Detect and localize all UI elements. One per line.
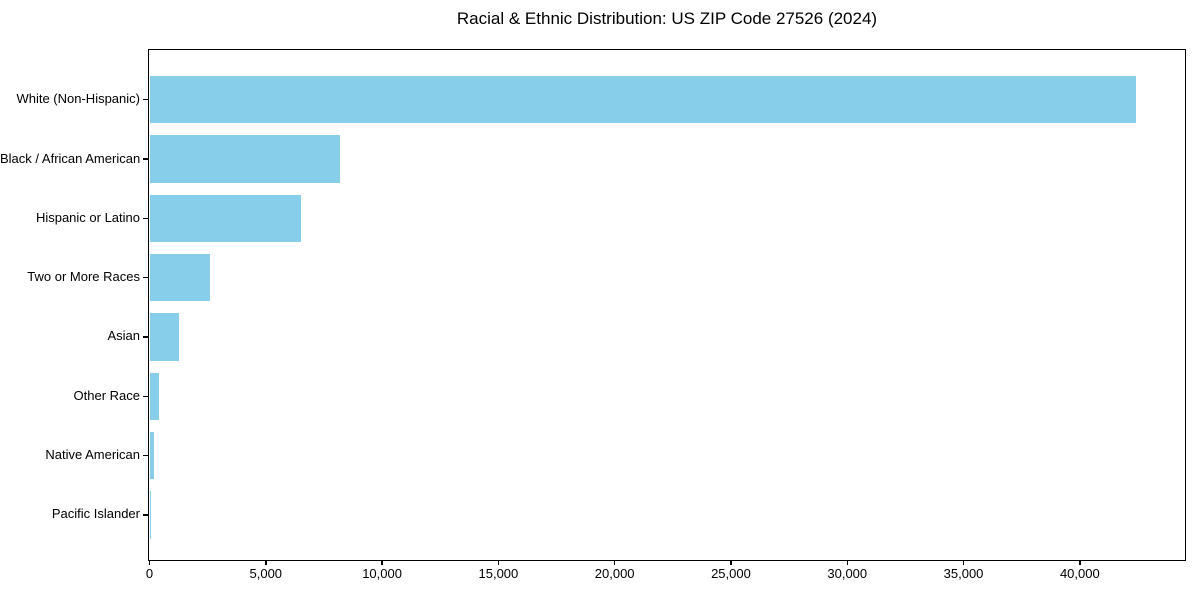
y-tick-mark	[143, 454, 148, 457]
y-tick-label-other-race: Other Race	[73, 387, 140, 403]
y-tick-label-asian: Asian	[107, 328, 140, 344]
bar-asian	[149, 313, 179, 361]
x-tick-label-25-000: 25,000	[711, 566, 751, 581]
bar-native-american	[149, 431, 154, 480]
y-tick-mark	[143, 336, 148, 338]
bar-white-non-hispanic	[149, 75, 1136, 124]
y-tick-mark	[143, 98, 148, 101]
bar-hispanic-or-latino	[149, 194, 301, 243]
x-tick-label-0: 0	[145, 566, 154, 581]
x-tick-mark	[148, 561, 151, 565]
x-tick-mark	[497, 561, 500, 565]
x-tick-label-20-000: 20,000	[594, 566, 635, 581]
chart-title: Racial & Ethnic Distribution: US ZIP Cod…	[456, 9, 878, 28]
y-tick-mark	[143, 276, 148, 279]
y-tick-mark	[143, 158, 148, 160]
x-tick-label-15-000: 15,000	[478, 566, 519, 581]
y-tick-label-white-non-hispanic: White (Non-Hispanic)	[16, 91, 140, 107]
y-tick-mark	[143, 514, 148, 516]
x-tick-mark	[730, 561, 732, 565]
y-tick-mark	[143, 217, 148, 220]
y-tick-label-two-or-more-races: Two or More Races	[27, 269, 140, 285]
x-tick-mark	[962, 561, 965, 565]
y-tick-label-hispanic-or-latino: Hispanic or Latino	[35, 209, 140, 225]
y-tick-label-black-african-american: Black / African American	[0, 150, 141, 166]
x-tick-mark	[265, 561, 267, 565]
x-tick-label-40-000: 40,000	[1059, 566, 1100, 581]
x-tick-label-35-000: 35,000	[943, 566, 984, 581]
plot-area	[148, 49, 1186, 561]
x-tick-label-10-000: 10,000	[362, 566, 402, 581]
x-tick-mark	[1079, 561, 1081, 565]
bar-other-race	[149, 372, 159, 421]
x-tick-label-5-000: 5,000	[249, 566, 283, 581]
x-tick-label-30-000: 30,000	[827, 566, 868, 581]
bar-two-or-more-races	[149, 253, 210, 302]
y-tick-label-native-american: Native American	[45, 447, 140, 463]
x-tick-mark	[846, 561, 848, 565]
y-tick-mark	[143, 395, 148, 398]
x-tick-mark	[613, 561, 616, 565]
x-tick-mark	[381, 561, 383, 565]
y-tick-label-pacific-islander: Pacific Islander	[51, 506, 140, 522]
bar-black-african-american	[149, 135, 341, 183]
